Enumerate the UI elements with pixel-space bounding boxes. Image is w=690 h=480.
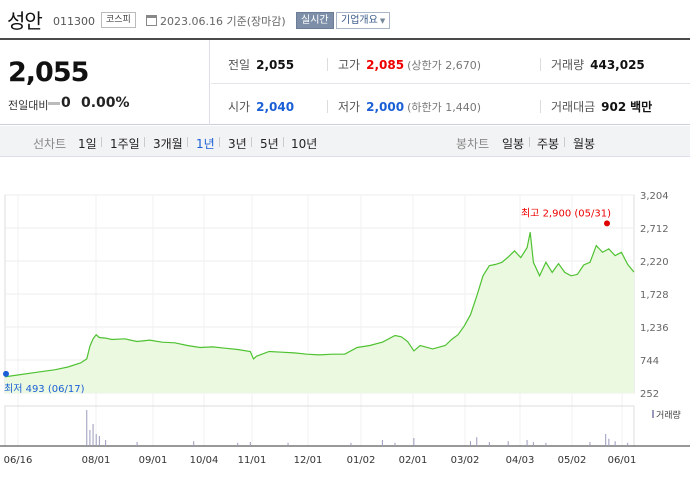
- current-price: 2,055: [8, 57, 89, 88]
- x-tick-label: 10/04: [190, 455, 219, 466]
- realtime-button[interactable]: 실시간: [296, 12, 334, 29]
- low-price: 저가 2,000 (하한가 1,440): [338, 98, 481, 115]
- high-label: 최고 2,900 (05/31): [521, 207, 611, 219]
- line-chart-label: 선차트: [33, 137, 67, 151]
- volume-legend-swatch: [652, 410, 654, 418]
- change-percent: 0.00%: [81, 95, 130, 111]
- x-tick-label: 09/01: [139, 455, 168, 466]
- company-overview-button[interactable]: 기업개요 ▼: [336, 12, 391, 29]
- amount-value: 902: [601, 100, 627, 114]
- stock-name: 성안: [7, 9, 43, 33]
- prev-close: 전일 2,055: [228, 56, 294, 73]
- divider: [540, 100, 541, 113]
- divider: [540, 58, 541, 71]
- volume-label: 거래량: [551, 58, 585, 72]
- divider: [251, 137, 252, 147]
- stock-code: 011300: [53, 15, 95, 28]
- period-bar: 선차트 1일 1주일 3개월 1년 3년 5년 10년 봉차트 일봉 주봉 월봉: [0, 126, 690, 157]
- lower-limit: (하한가 1,440): [407, 101, 481, 114]
- candle-daily[interactable]: 일봉: [502, 137, 525, 151]
- x-tick-label: 12/01: [294, 455, 323, 466]
- amount-label: 거래대금: [551, 100, 596, 114]
- y-tick-label: 2,712: [640, 224, 669, 235]
- divider: [101, 137, 102, 147]
- high-label: 고가: [338, 58, 361, 72]
- stock-header: 성안 011300 코스피 2023.06.16 기준(장마감) 실시간 기업개…: [0, 0, 690, 38]
- divider: [529, 137, 530, 147]
- upper-limit: (상한가 2,670): [407, 59, 481, 72]
- calendar-icon: [146, 15, 157, 26]
- amount-info: 거래대금 902 백만: [551, 98, 652, 115]
- divider: [327, 58, 328, 71]
- current-price-box: 2,055 전일대비 0 0.00%: [0, 40, 210, 125]
- price-chart-svg: 3,204 2,712 2,220 1,728 1,236 744 252 06/16 08/0…: [0, 191, 690, 466]
- volume-value: 443,025: [590, 58, 645, 72]
- volume-info: 거래량 443,025: [551, 56, 645, 73]
- change-value: 0: [61, 95, 71, 111]
- divider: [283, 137, 284, 147]
- price-area: [5, 232, 634, 393]
- amount-unit: 백만: [630, 100, 653, 114]
- divider: [564, 137, 565, 147]
- chevron-down-icon: ▼: [379, 17, 386, 25]
- period-10y[interactable]: 10년: [291, 137, 318, 151]
- low-label: 최저 493 (06/17): [4, 383, 85, 395]
- x-tick-label: 03/02: [451, 455, 480, 466]
- period-3m[interactable]: 3개월: [153, 137, 183, 151]
- volume-legend-label: 거래량: [656, 409, 681, 421]
- x-tick-label: 01/02: [347, 455, 376, 466]
- x-tick-label: 02/01: [399, 455, 428, 466]
- period-1w[interactable]: 1주일: [110, 137, 140, 151]
- period-1y[interactable]: 1년: [196, 137, 215, 151]
- x-tick-label: 05/02: [558, 455, 587, 466]
- flat-icon: [48, 102, 60, 105]
- high-price: 고가 2,085 (상한가 2,670): [338, 56, 481, 73]
- divider: [219, 137, 220, 147]
- change-label: 전일대비: [8, 99, 49, 112]
- candle-monthly[interactable]: 월봉: [573, 137, 596, 151]
- open-price: 시가 2,040: [228, 98, 294, 115]
- company-overview-label: 기업개요: [341, 15, 378, 26]
- market-badge: 코스피: [101, 12, 136, 28]
- y-tick-label: 744: [640, 356, 659, 367]
- y-tick-label: 2,220: [640, 257, 669, 268]
- y-tick-label: 252: [640, 389, 659, 400]
- x-tick-label: 06/16: [4, 455, 33, 466]
- price-chart[interactable]: 3,204 2,712 2,220 1,728 1,236 744 252 06/16 08/0…: [0, 158, 690, 480]
- divider: [327, 100, 328, 113]
- period-3y[interactable]: 3년: [228, 137, 247, 151]
- high-marker: [604, 220, 610, 227]
- price-line: [4, 232, 635, 378]
- low-marker: [3, 370, 9, 377]
- y-tick-label: 1,236: [640, 323, 669, 334]
- divider: [187, 137, 188, 147]
- y-tick-label: 1,728: [640, 290, 669, 301]
- x-tick-label: 08/01: [82, 455, 111, 466]
- low-value: 2,000: [366, 100, 405, 114]
- x-tick-label: 04/03: [506, 455, 535, 466]
- open-label: 시가: [228, 100, 251, 114]
- period-1d[interactable]: 1일: [78, 137, 97, 151]
- prev-label: 전일: [228, 58, 251, 72]
- prev-value: 2,055: [256, 58, 295, 72]
- high-value: 2,085: [366, 58, 405, 72]
- candle-weekly[interactable]: 주봉: [537, 137, 560, 151]
- period-5y[interactable]: 5년: [260, 137, 279, 151]
- x-tick-label: 11/01: [238, 455, 267, 466]
- divider: [144, 137, 145, 147]
- base-date: 2023.06.16 기준(장마감): [160, 15, 286, 28]
- candle-chart-label: 봉차트: [456, 137, 490, 151]
- price-summary: 2,055 전일대비 0 0.00% 전일 2,055 고가 2,085 (상한가 2…: [0, 38, 690, 125]
- row-divider: [211, 83, 690, 84]
- x-tick-label: 06/01: [608, 455, 637, 466]
- y-tick-label: 3,204: [640, 191, 669, 202]
- open-value: 2,040: [256, 100, 295, 114]
- low-label: 저가: [338, 100, 361, 114]
